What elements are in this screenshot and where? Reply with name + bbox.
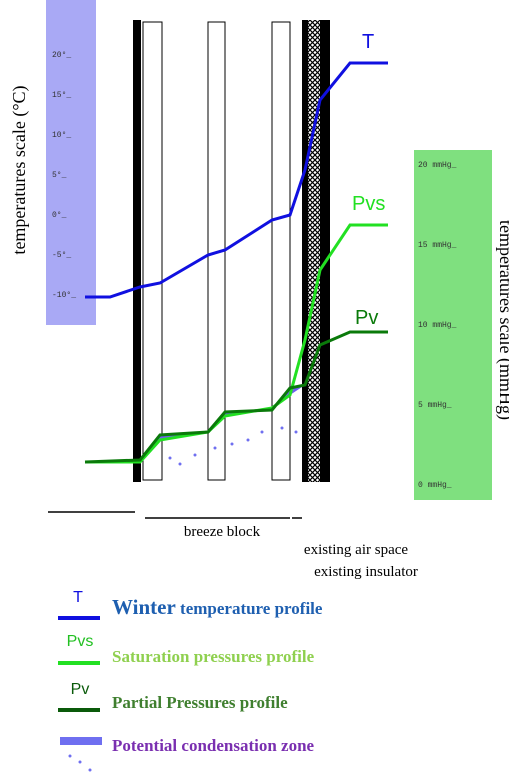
air-space: [302, 20, 308, 482]
legend-zone: [60, 737, 102, 745]
scale-tick: 10°_: [52, 131, 71, 140]
legend-symbol: Pvs: [67, 633, 94, 650]
temp-scale-panel: [46, 0, 96, 325]
temperature-profile: [85, 63, 388, 297]
block-layer: [143, 22, 162, 480]
block-layer: [272, 22, 290, 480]
scale-tick: 15 mmHg_: [418, 241, 457, 250]
pressure-scale-label: temperatures scale (mmHg): [495, 220, 509, 420]
insulator: [308, 20, 320, 482]
scale-tick: -5°_: [52, 251, 71, 260]
pv-label: Pv: [355, 307, 378, 329]
scale-tick: 20°_: [52, 51, 71, 60]
scale-tick: 0°_: [52, 211, 67, 220]
partial-profile: [85, 332, 388, 462]
scale-tick: 5 mmHg_: [418, 401, 452, 410]
layer-brackets: [48, 512, 302, 518]
layer-label: existing insulator: [314, 564, 418, 580]
layer-label: breeze block: [184, 524, 261, 540]
wall-face: [133, 20, 141, 482]
pvs-label: Pvs: [352, 193, 385, 215]
scale-tick: 5°_: [52, 171, 67, 180]
temp-scale-label: temperatures scale (°C): [9, 85, 30, 254]
legend-text: Saturation pressures profile: [112, 647, 315, 666]
saturation-profile: [85, 225, 388, 462]
legend-text: Partial Pressures profile: [112, 693, 288, 712]
scale-tick: 10 mmHg_: [418, 321, 457, 330]
layer-label: existing air space: [304, 542, 408, 558]
diagram: temperatures scale (°C) temperatures sca…: [0, 0, 509, 778]
legend-symbol: Pv: [71, 681, 90, 698]
scale-tick: -10°_: [52, 291, 76, 300]
legend-symbol: T: [73, 589, 83, 606]
scale-tick: 15°_: [52, 91, 71, 100]
scale-tick: 0 mmHg_: [418, 481, 452, 490]
t-label: T: [362, 31, 374, 53]
legend-text: Potential condensation zone: [112, 736, 315, 755]
scale-tick: 20 mmHg_: [418, 161, 457, 170]
legend-text: Winter temperature profile: [112, 595, 323, 619]
